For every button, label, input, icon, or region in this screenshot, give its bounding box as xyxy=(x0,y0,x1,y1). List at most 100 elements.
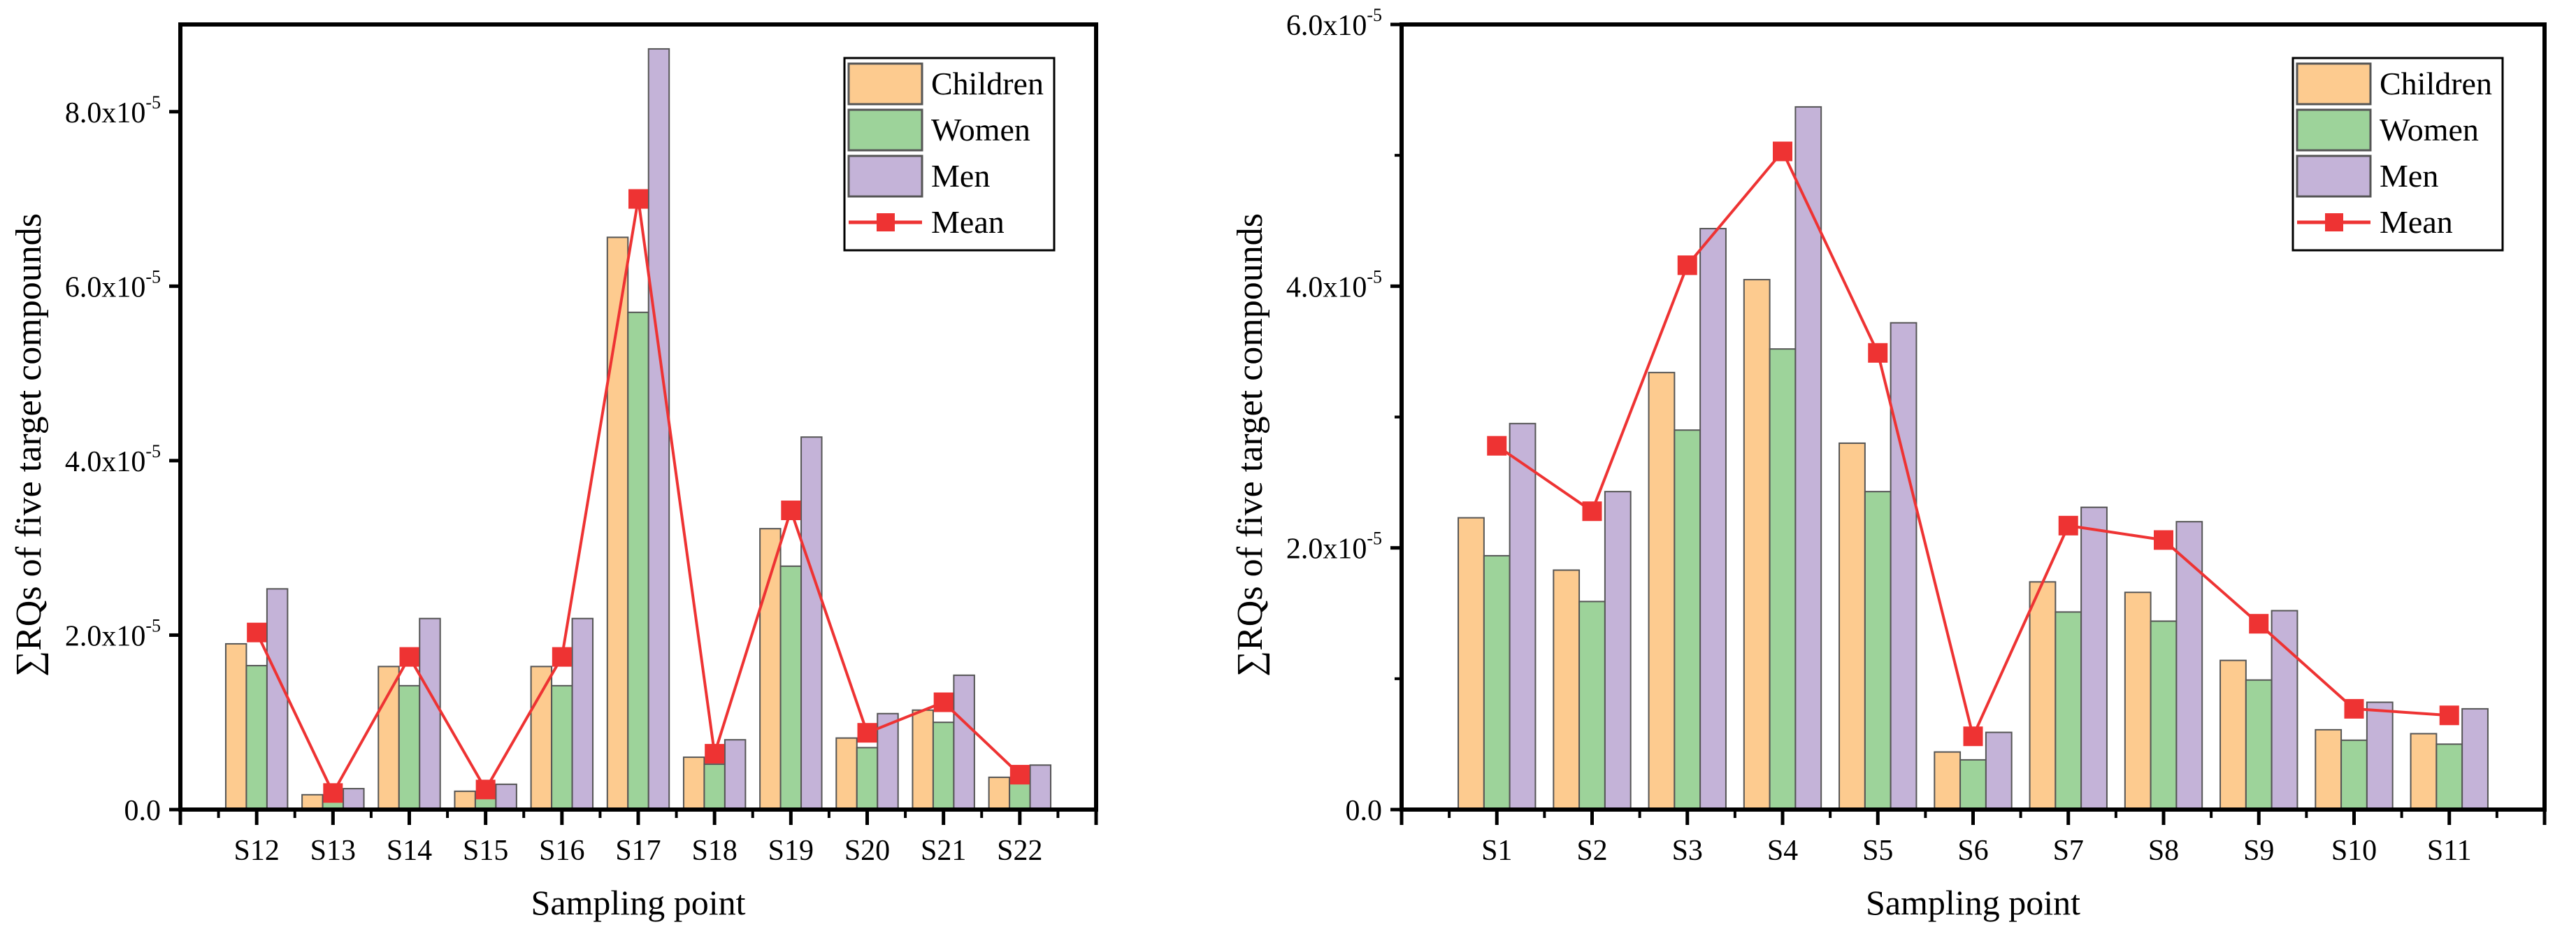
mean-marker-s6 xyxy=(1963,726,1983,747)
mean-marker-s15 xyxy=(475,780,496,800)
y-tick-mantissa: 2.0x10 xyxy=(65,620,146,652)
y-tick-label: 0.0 xyxy=(1346,795,1383,827)
bar-women-s1 xyxy=(1483,554,1511,810)
bar-children-s6 xyxy=(1934,751,1962,810)
mean-marker-s3 xyxy=(1677,255,1697,275)
legend-swatch xyxy=(2296,108,2372,152)
x-axis-label: Sampling point xyxy=(531,883,746,922)
bar-women-s5 xyxy=(1864,491,1892,810)
y-tick-mantissa: 4.0x10 xyxy=(1286,271,1367,303)
bar-men-s8 xyxy=(2175,521,2203,810)
bar-children-s22 xyxy=(988,776,1011,811)
x-tick-label: S6 xyxy=(1957,835,1988,867)
mean-marker-s13 xyxy=(323,783,343,803)
bar-women-s12 xyxy=(245,665,268,810)
legend-swatch xyxy=(847,108,923,152)
mean-marker-s7 xyxy=(2058,515,2078,536)
bar-men-s20 xyxy=(877,712,899,810)
x-tick-label: S17 xyxy=(615,835,661,867)
bar-men-s4 xyxy=(1794,106,1822,811)
y-tick-mantissa: 0.0 xyxy=(1346,795,1383,827)
legend-item-men: Men xyxy=(2296,155,2438,198)
bar-men-s2 xyxy=(1604,491,1632,810)
bar-children-s19 xyxy=(759,528,782,811)
bar-women-s17 xyxy=(627,311,649,810)
x-tick-label: S13 xyxy=(310,835,356,867)
mean-marker-s5 xyxy=(1868,343,1888,363)
bar-children-s1 xyxy=(1458,517,1485,810)
y-tick-label: 4.0x10-5 xyxy=(1286,266,1382,303)
x-tick-label: S20 xyxy=(844,835,890,867)
bar-men-s11 xyxy=(2461,707,2489,810)
legend-swatch xyxy=(2296,62,2372,106)
y-tick-exponent: -5 xyxy=(1367,5,1382,25)
y-tick-label: 4.0x10-5 xyxy=(65,441,161,478)
bar-women-s20 xyxy=(856,747,879,811)
bar-children-s14 xyxy=(377,666,400,810)
bar-children-s8 xyxy=(2124,591,2152,810)
y-tick-label: 0.0 xyxy=(124,795,161,827)
y-axis-label: ∑RQs of five target compounds xyxy=(9,213,49,677)
legend-item-children: Children xyxy=(847,62,1044,106)
legend: Children Women Men Mean xyxy=(2291,57,2504,252)
y-tick-exponent: -5 xyxy=(1367,529,1382,549)
y-tick-mantissa: 6.0x10 xyxy=(1286,10,1367,42)
x-tick-label: S4 xyxy=(1767,835,1798,867)
bar-women-s11 xyxy=(2435,743,2463,810)
bar-men-s16 xyxy=(571,617,594,811)
legend-label: Children xyxy=(931,66,1044,101)
legend-marker-swatch xyxy=(877,213,895,231)
legend-item-mean: Mean xyxy=(2297,204,2453,240)
right-chart: 0.02.0x10-54.0x10-56.0x10-5S1 S2 S3 S4 S5 S6 S… xyxy=(1230,5,2547,922)
mean-marker-s1 xyxy=(1487,436,1507,456)
x-tick-label: S19 xyxy=(768,835,814,867)
x-tick-label: S16 xyxy=(539,835,584,867)
x-tick-label: S1 xyxy=(1481,835,1512,867)
y-tick-exponent: -5 xyxy=(145,266,161,287)
mean-marker-s11 xyxy=(2439,705,2459,726)
x-tick-label: S7 xyxy=(2053,835,2084,867)
mean-marker-s10 xyxy=(2344,698,2364,719)
legend-swatch xyxy=(847,155,923,198)
mean-marker-s22 xyxy=(1009,765,1030,785)
y-tick-exponent: -5 xyxy=(145,441,161,461)
bar-women-s3 xyxy=(1674,429,1701,810)
bar-women-s16 xyxy=(551,684,573,810)
legend-label: Women xyxy=(2380,112,2479,148)
y-tick-mantissa: 8.0x10 xyxy=(65,97,146,129)
x-tick-label: S18 xyxy=(691,835,737,867)
y-tick-label: 2.0x10-5 xyxy=(1286,529,1382,566)
bar-women-s18 xyxy=(703,763,726,811)
y-tick-mantissa: 4.0x10 xyxy=(65,446,146,478)
bar-women-s6 xyxy=(1959,759,1987,811)
mean-marker-s8 xyxy=(2154,530,2173,550)
bar-women-s22 xyxy=(1009,780,1031,811)
bar-women-s21 xyxy=(932,721,955,810)
bar-children-s2 xyxy=(1553,569,1581,810)
mean-marker-s14 xyxy=(399,647,419,667)
x-tick-label: S8 xyxy=(2148,835,2179,867)
bar-men-s13 xyxy=(343,788,365,811)
bar-men-s19 xyxy=(800,436,823,810)
mean-marker-s19 xyxy=(781,501,801,521)
bar-men-s10 xyxy=(2366,701,2394,810)
x-tick-label: S14 xyxy=(387,835,432,867)
bar-men-s5 xyxy=(1890,322,1917,810)
legend-swatch xyxy=(2296,155,2372,198)
mean-marker-s21 xyxy=(933,692,954,712)
legend-label: Women xyxy=(931,112,1030,148)
bar-children-s21 xyxy=(912,709,934,811)
x-tick-label: S11 xyxy=(2427,835,2472,867)
bar-men-s3 xyxy=(1699,227,1727,811)
bar-children-s7 xyxy=(2029,581,2057,811)
bar-women-s10 xyxy=(2340,739,2368,810)
legend-item-mean: Mean xyxy=(849,204,1005,240)
x-tick-label: S21 xyxy=(921,835,966,867)
legend: Children Women Men Mean xyxy=(843,57,1056,252)
x-tick-label: S12 xyxy=(233,835,279,867)
legend-label: Children xyxy=(2380,66,2492,101)
bar-children-s9 xyxy=(2219,659,2247,810)
y-tick-exponent: -5 xyxy=(145,615,161,635)
